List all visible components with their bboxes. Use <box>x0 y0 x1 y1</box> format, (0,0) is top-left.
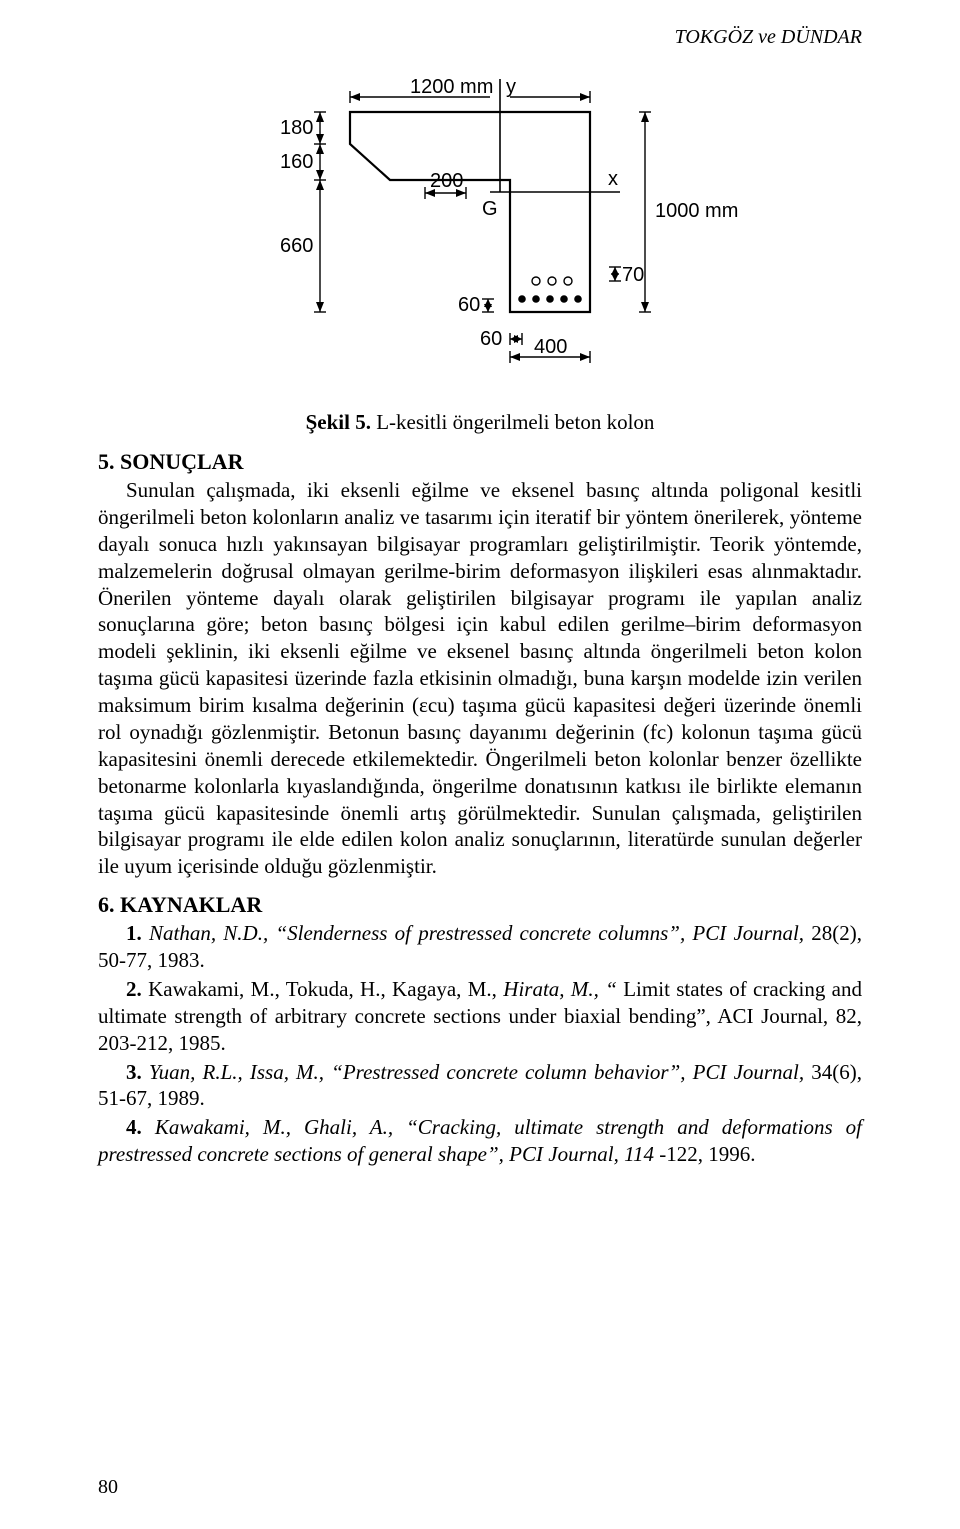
dim-60a: 60 <box>458 294 480 316</box>
ref-tail: -122, 1996. <box>659 1142 755 1166</box>
dim-1000: 1000 mm <box>655 200 738 222</box>
caption-text: L-kesitli öngerilmeli beton kolon <box>371 410 654 434</box>
figure-caption: Şekil 5. L-kesitli öngerilmeli beton kol… <box>98 410 862 435</box>
dim-60b: 60 <box>480 328 502 350</box>
ref-3: 3. Yuan, R.L., Issa, M., “Prestressed co… <box>98 1059 862 1113</box>
dim-400: 400 <box>534 336 567 358</box>
ref-num: 4. <box>126 1115 142 1139</box>
dim-160: 160 <box>280 151 313 173</box>
ref-4: 4. Kawakami, M., Ghali, A., “Cracking, u… <box>98 1114 862 1168</box>
section-references: 6. KAYNAKLAR <box>98 892 862 918</box>
dim-1200: 1200 mm <box>410 76 493 98</box>
ref-text-ital: Hirata, M., “ <box>503 977 617 1001</box>
centroid-label: G <box>482 198 498 220</box>
running-head: TOKGÖZ ve DÜNDAR <box>98 26 862 49</box>
dim-660: 660 <box>280 235 313 257</box>
page-number: 80 <box>98 1476 118 1499</box>
ref-num: 1. <box>126 921 142 945</box>
results-paragraph: Sunulan çalışmada, iki eksenli eğilme ve… <box>98 477 862 880</box>
section-results: 5. SONUÇLAR <box>98 449 862 475</box>
figure-5: y x G 1200 mm 180 <box>98 67 862 402</box>
axis-x-label: x <box>608 168 618 190</box>
dim-200: 200 <box>430 170 463 192</box>
ref-num: 3. <box>126 1060 142 1084</box>
ref-1: 1. Nathan, N.D., “Slenderness of prestre… <box>98 920 862 974</box>
axis-y-label: y <box>506 76 516 98</box>
dim-70: 70 <box>622 264 644 286</box>
ref-text: Yuan, R.L., Issa, M., “Prestressed concr… <box>149 1060 804 1084</box>
ref-2: 2. Kawakami, M., Tokuda, H., Kagaya, M.,… <box>98 976 862 1057</box>
ref-num: 2. <box>126 977 142 1001</box>
dim-180: 180 <box>280 117 313 139</box>
caption-prefix: Şekil 5. <box>306 410 371 434</box>
ref-text: Kawakami, M., Tokuda, H., Kagaya, M., <box>148 977 503 1001</box>
ref-text: Nathan, N.D., “Slenderness of prestresse… <box>149 921 804 945</box>
